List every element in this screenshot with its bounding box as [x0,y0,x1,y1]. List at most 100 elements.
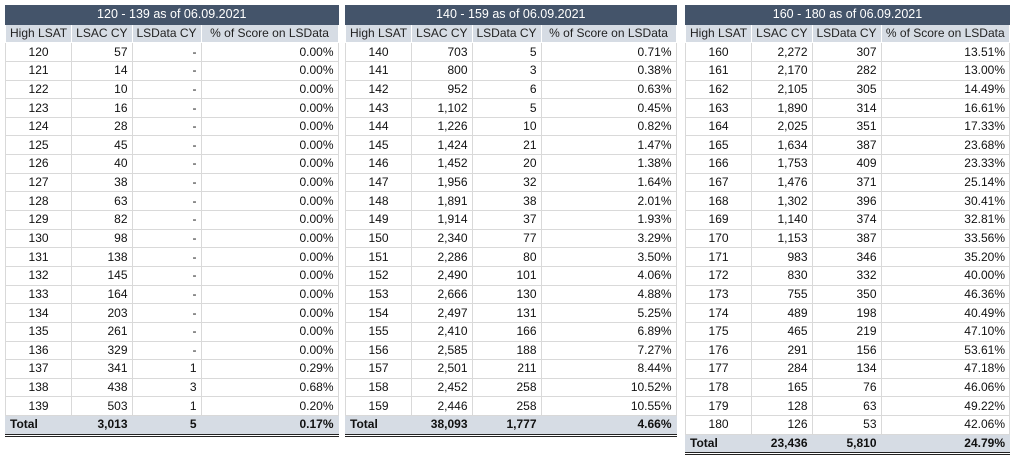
cell: 0.00% [200,247,339,267]
cell: - [131,191,202,212]
cell: 2,501 [411,359,473,379]
cell: 1,140 [751,210,813,230]
data-row: 127 38-0.00% [4,172,339,193]
cell: 1,452 [411,154,473,174]
total-cell: Total [4,415,73,437]
cell: 158 [344,377,413,398]
data-row: 136 329-0.00% [4,340,339,361]
cell: 21 [471,135,542,156]
cell: 151 [344,247,413,267]
cell: 20 [471,154,542,174]
data-row: 121 14-0.00% [4,60,339,81]
column-header: LSAC CY [71,23,133,44]
cell: 157 [344,359,413,379]
cell: 53.61% [880,340,1010,361]
data-row: 133 164-0.00% [4,284,339,305]
total-cell: 23,436 [751,433,813,456]
column-header: % of Score on LSData [540,23,677,44]
cell: 1,424 [411,135,473,156]
data-row: 146 1,452 20 1.38% [344,154,677,174]
cell: 409 [811,154,882,174]
cell: 703 [411,42,473,62]
data-row: 138 438 3 0.68% [4,377,339,398]
cell: 77 [471,228,542,249]
data-row: 174 489 198 40.49% [684,303,1010,323]
cell: 40.49% [880,303,1010,323]
cell: - [131,60,202,81]
cell: 143 [344,98,413,118]
cell: 123 [4,98,73,118]
data-row: 173 755 350 46.36% [684,284,1010,305]
cell: 166 [471,321,542,342]
cell: 1,891 [411,191,473,212]
cell: - [131,247,202,267]
cell: 163 [684,98,753,118]
cell: 3.50% [540,247,677,267]
data-row: 141 800 3 0.38% [344,60,677,81]
cell: 132 [4,265,73,286]
cell: 282 [811,60,882,81]
cell: 0.68% [200,377,339,398]
cell: 1.64% [540,172,677,193]
cell: 168 [684,191,753,212]
cell: 307 [811,42,882,62]
cell: 16 [71,98,133,118]
data-row: 143 1,102 5 0.45% [344,98,677,118]
cell: 10 [71,79,133,100]
cell: - [131,284,202,305]
cell: 152 [344,265,413,286]
title-row: 140 - 159 as of 06.09.2021 [345,5,677,25]
cell: 138 [71,247,133,267]
column-header: LSData CY [811,23,882,44]
cell: 374 [811,210,882,230]
data-row: 164 2,025 351 17.33% [684,116,1010,137]
data-row: 124 28-0.00% [4,116,339,137]
cell: 176 [684,340,753,361]
cell: 1,226 [411,116,473,137]
data-row: 134 203-0.00% [4,303,339,323]
cell: 350 [811,284,882,305]
data-row: 158 2,452 258 10.52% [344,377,677,398]
data-row: 122 10-0.00% [4,79,339,100]
data-row: 180 126 53 42.06% [684,415,1010,435]
cell: 127 [4,172,73,193]
cell: 2,272 [751,42,813,62]
data-row: 172 830 332 40.00% [684,265,1010,286]
cell: 161 [684,60,753,81]
cell: 165 [751,377,813,398]
header-row: High LSAT LSAC CY LSData CY% of Score on L… [4,23,339,44]
cell: 10 [471,116,542,137]
cell: 162 [684,79,753,100]
cell: 1,153 [751,228,813,249]
cell: 387 [811,135,882,156]
data-row: 165 1,634 387 23.68% [684,135,1010,156]
data-row: 177 284 134 47.18% [684,359,1010,379]
cell: 1,102 [411,98,473,118]
cell: 178 [684,377,753,398]
data-row: 144 1,226 10 0.82% [344,116,677,137]
data-row: 160 2,272 307 13.51% [684,42,1010,62]
cell: 0.00% [200,172,339,193]
cell: 13.00% [880,60,1010,81]
cell: 140 [344,42,413,62]
cell: 165 [684,135,753,156]
data-row: 157 2,501 211 8.44% [344,359,677,379]
data-row: 145 1,424 21 1.47% [344,135,677,156]
data-row: 155 2,410 166 6.89% [344,321,677,342]
cell: 16.61% [880,98,1010,118]
cell: 258 [471,377,542,398]
cell: 126 [4,154,73,174]
cell: 141 [344,60,413,81]
cell: 146 [344,154,413,174]
header-row: High LSAT LSAC CY LSData CY% of Score on L… [344,23,677,44]
data-row: 167 1,476 371 25.14% [684,172,1010,193]
cell: 10.55% [540,396,677,417]
cell: 0.63% [540,79,677,100]
column-header: % of Score on LSData [880,23,1010,44]
cell: 121 [4,60,73,81]
cell: 154 [344,303,413,323]
cell: 2,105 [751,79,813,100]
total-cell: Total [684,433,753,456]
data-row: 130 98-0.00% [4,228,339,249]
